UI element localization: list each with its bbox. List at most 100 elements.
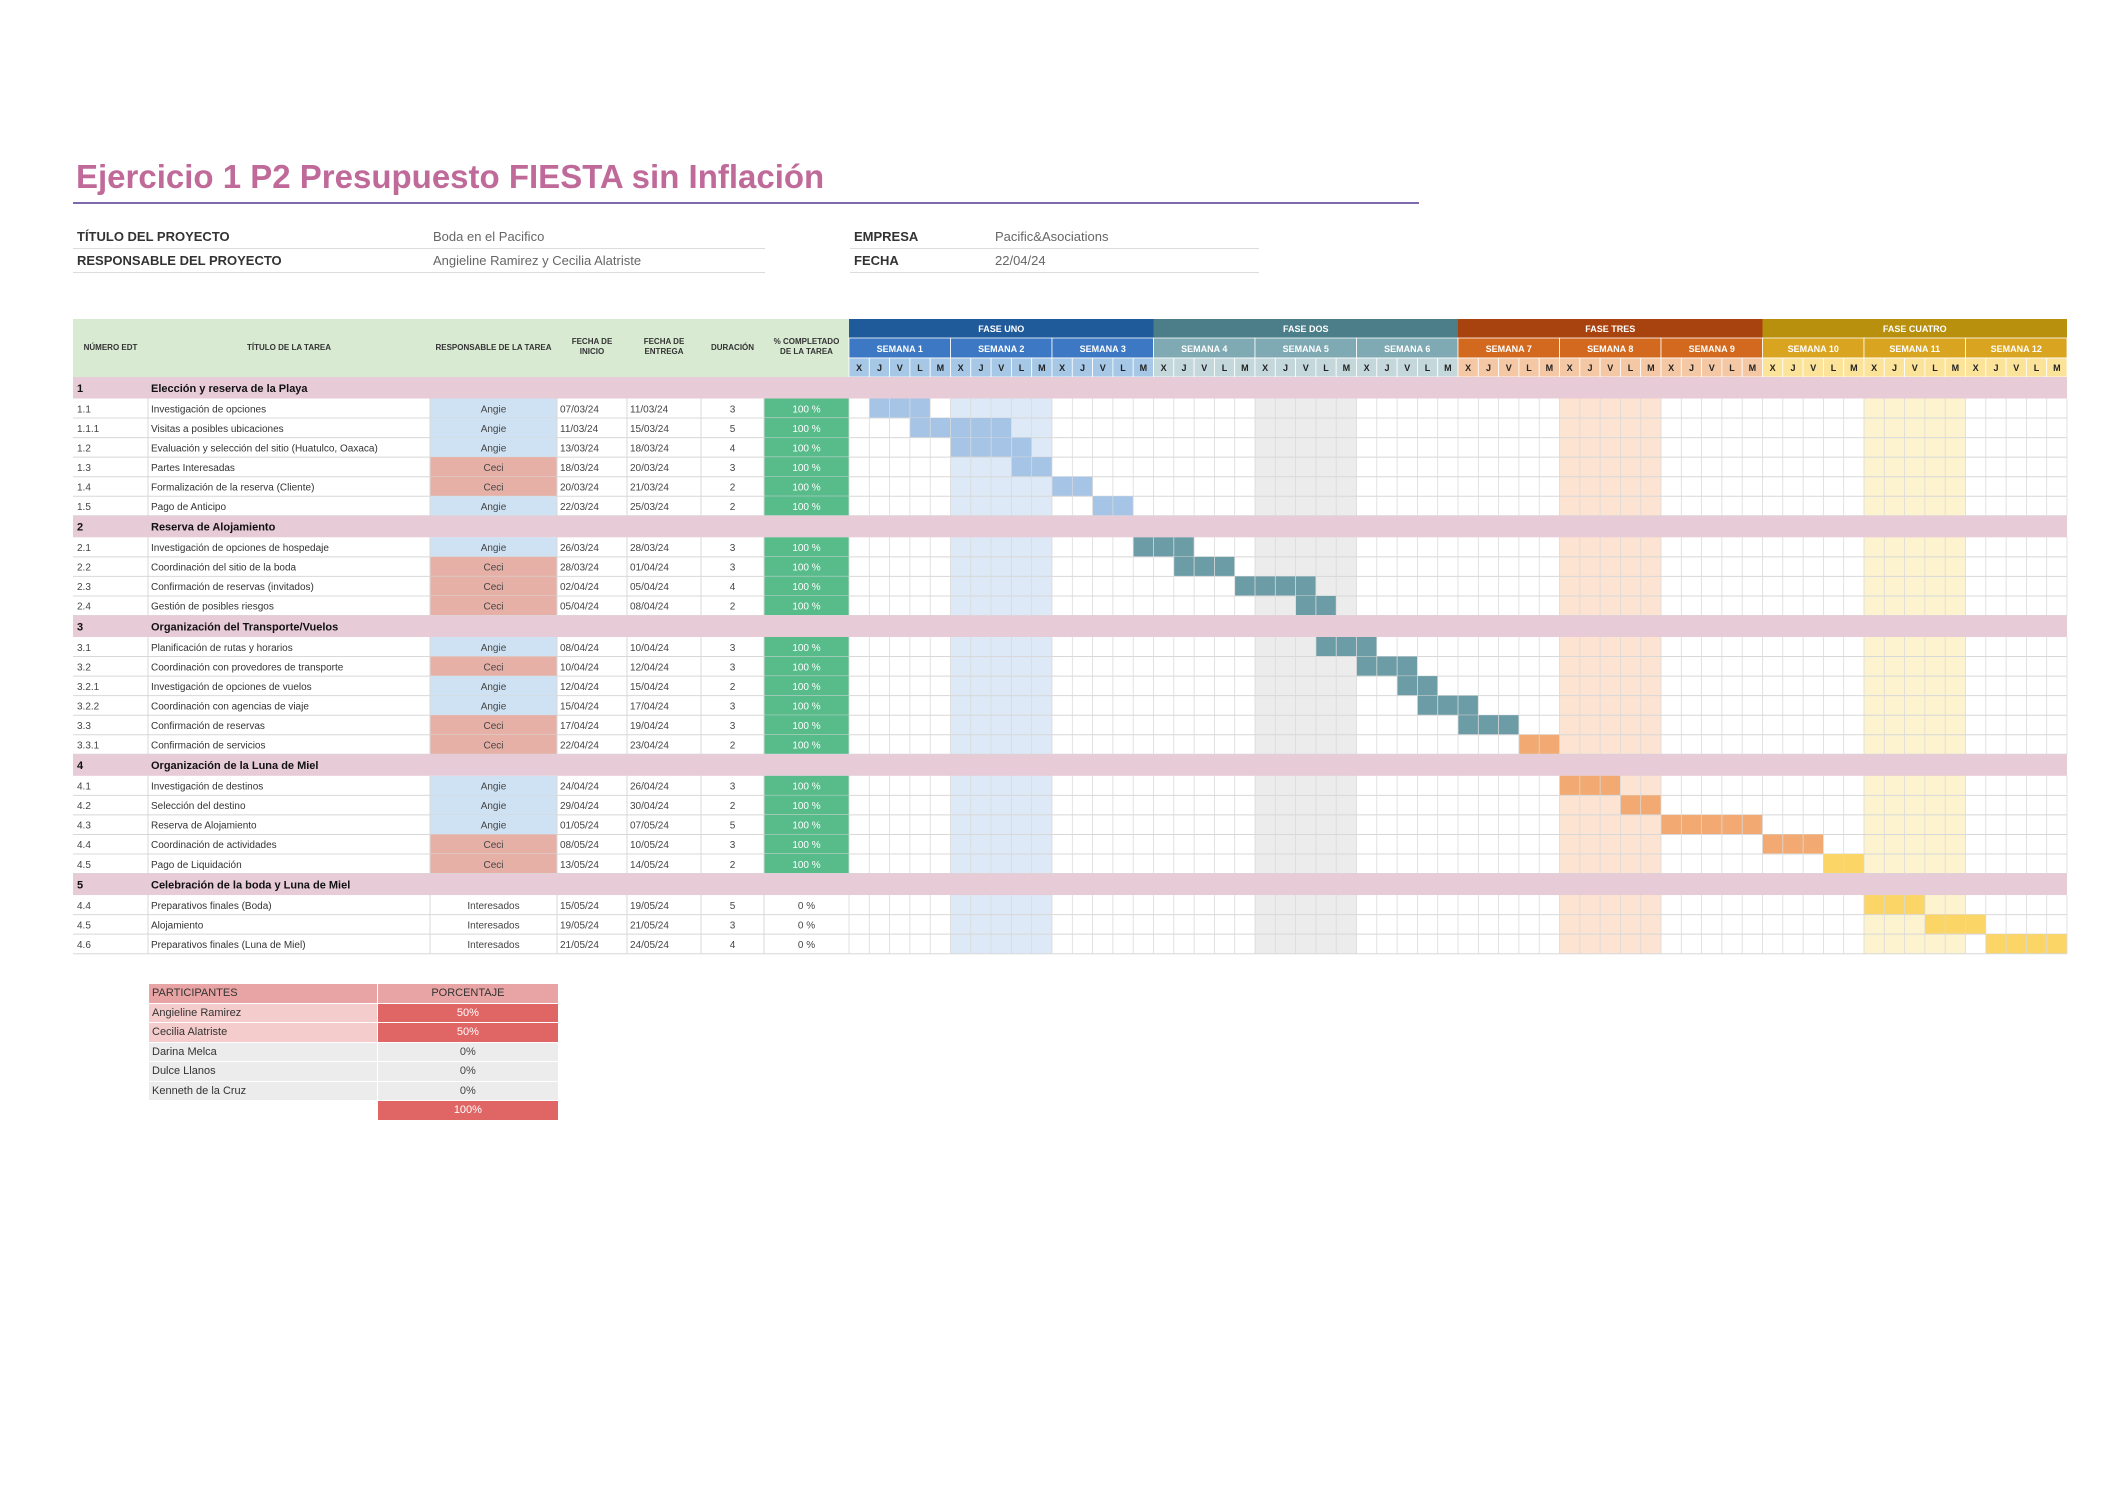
- day-label: V: [2013, 363, 2019, 373]
- task-start: 05/04/24: [560, 602, 599, 613]
- section-edt: 2: [77, 522, 83, 534]
- task-end: 11/03/24: [630, 404, 669, 415]
- task-owner: Angie: [481, 682, 507, 693]
- header-end-line2: ENTREGA: [644, 347, 683, 356]
- task-start: 02/04/24: [560, 582, 599, 593]
- participant-name: Cecilia Alatriste: [148, 1022, 378, 1043]
- section-edt: 1: [77, 383, 83, 395]
- task-pct: 100 %: [792, 701, 820, 712]
- task-duration: 3: [730, 463, 736, 474]
- task-owner: Ceci: [483, 860, 503, 871]
- task-title: Confirmación de reservas: [151, 721, 265, 732]
- project-title-value: Boda en el Pacifico: [433, 229, 545, 244]
- task-edt: 4.3: [77, 821, 91, 832]
- task-duration: 2: [730, 741, 736, 752]
- owner-cell-bg: [430, 537, 557, 557]
- task-edt: 1.1: [77, 404, 91, 415]
- gantt-bar: [1417, 695, 1479, 716]
- date-value: 22/04/24: [995, 253, 1046, 268]
- pct-cell-bg: [764, 595, 849, 616]
- task-owner: Angie: [481, 424, 507, 435]
- participant-name: Dulce Llanos: [148, 1061, 378, 1082]
- task-owner: Ceci: [483, 662, 503, 673]
- day-label: J: [1993, 363, 1998, 373]
- task-start: 07/03/24: [560, 404, 599, 415]
- task-start: 19/05/24: [560, 920, 599, 931]
- day-label: J: [877, 363, 882, 373]
- title-underline: [73, 202, 1419, 204]
- owner-cell-bg: [430, 476, 557, 497]
- week-label: SEMANA 1: [877, 344, 923, 354]
- task-start: 11/03/24: [560, 424, 599, 435]
- week-label: SEMANA 7: [1486, 344, 1532, 354]
- task-owner: Angie: [481, 543, 507, 554]
- company-value: Pacific&Asociations: [995, 229, 1109, 244]
- task-pct: 100 %: [792, 482, 820, 493]
- section-row: [73, 615, 2067, 637]
- task-title: Confirmación de reservas (invitados): [151, 582, 314, 593]
- pct-cell-bg: [764, 457, 849, 477]
- section-edt: 3: [77, 621, 83, 633]
- day-label: V: [1303, 363, 1309, 373]
- task-owner: Angie: [481, 643, 507, 654]
- task-duration: 3: [730, 701, 736, 712]
- owner-cell-bg: [430, 595, 557, 616]
- task-title: Preparativos finales (Luna de Miel): [151, 940, 306, 951]
- pct-cell-bg: [764, 556, 849, 577]
- task-owner: Ceci: [483, 741, 503, 752]
- pct-cell-bg: [764, 576, 849, 596]
- task-edt: 3.1: [77, 643, 91, 654]
- task-start: 08/04/24: [560, 643, 599, 654]
- task-end: 07/05/24: [630, 821, 669, 832]
- task-start: 13/05/24: [560, 860, 599, 871]
- pct-cell-bg: [764, 775, 849, 796]
- day-label: V: [1607, 363, 1613, 373]
- task-end: 20/03/24: [630, 463, 669, 474]
- task-title: Planificación de rutas y horarios: [151, 643, 293, 654]
- gantt-bar: [1762, 834, 1824, 854]
- week-label: SEMANA 9: [1689, 344, 1735, 354]
- task-end: 12/04/24: [630, 662, 669, 673]
- task-duration: 3: [730, 662, 736, 673]
- task-title: Evaluación y selección del sitio (Huatul…: [151, 443, 378, 454]
- day-label: X: [1364, 363, 1370, 373]
- task-pct: 100 %: [792, 424, 820, 435]
- owner-cell-bg: [430, 695, 557, 716]
- date-row: FECHA 22/04/24: [850, 249, 1259, 273]
- task-edt: 2.1: [77, 543, 91, 554]
- day-label: X: [1161, 363, 1167, 373]
- task-pct: 0 %: [798, 940, 815, 951]
- day-label: L: [1120, 363, 1126, 373]
- pct-cell-bg: [764, 795, 849, 815]
- day-label: X: [1059, 363, 1065, 373]
- task-title: Investigación de opciones: [151, 404, 266, 415]
- phase-bar: [1762, 319, 2067, 338]
- task-title: Gestión de posibles riesgos: [151, 602, 274, 613]
- task-pct: 0 %: [798, 901, 815, 912]
- task-duration: 2: [730, 801, 736, 812]
- task-end: 15/04/24: [630, 682, 669, 693]
- task-title: Alojamiento: [151, 920, 204, 931]
- header-pct-line2: DE LA TAREA: [780, 347, 833, 356]
- task-owner: Interesados: [467, 940, 519, 951]
- day-label: X: [1668, 363, 1674, 373]
- day-label: J: [1790, 363, 1795, 373]
- task-title: Pago de Anticipo: [151, 502, 226, 513]
- date-label: FECHA: [854, 253, 899, 268]
- section-row: [73, 754, 2067, 776]
- participant-name: Kenneth de la Cruz: [148, 1080, 378, 1101]
- day-label: J: [1689, 363, 1694, 373]
- task-owner: Ceci: [483, 563, 503, 574]
- task-edt: 3.2.2: [77, 701, 100, 712]
- day-label: J: [978, 363, 983, 373]
- week-label: SEMANA 3: [1080, 344, 1126, 354]
- task-edt: 4.4: [77, 840, 91, 851]
- section-row: [73, 873, 2067, 896]
- project-manager-row: RESPONSABLE DEL PROYECTO Angieline Ramir…: [73, 249, 765, 273]
- task-start: 29/04/24: [560, 801, 599, 812]
- participant-row: Angieline Ramirez 50%: [148, 1002, 560, 1023]
- task-end: 10/05/24: [630, 840, 669, 851]
- task-pct: 0 %: [798, 920, 815, 931]
- pct-cell-bg: [764, 476, 849, 497]
- task-start: 22/03/24: [560, 502, 599, 513]
